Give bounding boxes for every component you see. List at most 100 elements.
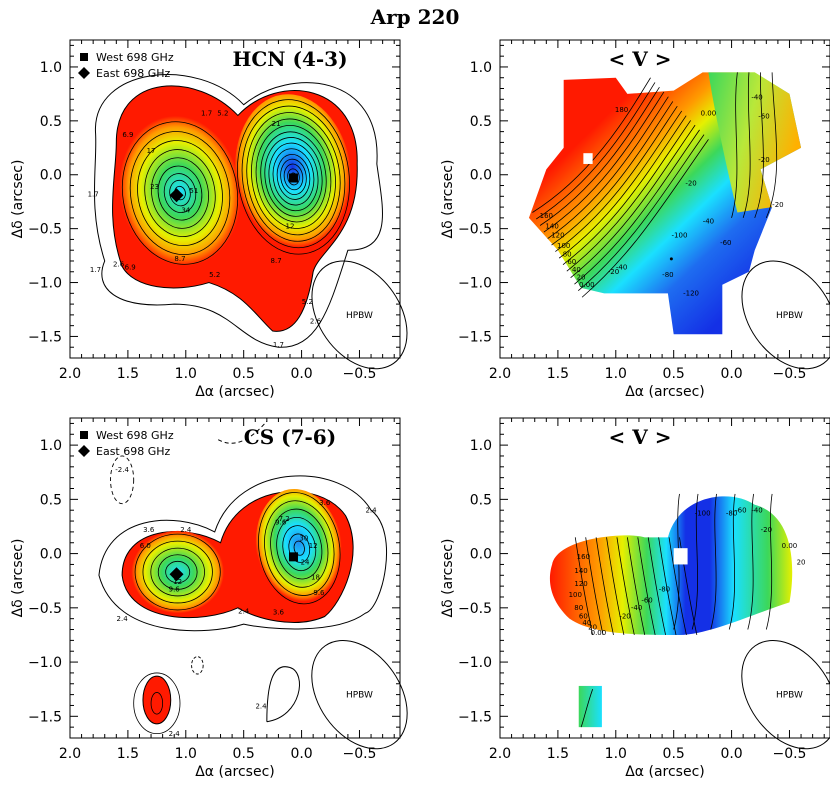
contour-label: 5.2: [209, 271, 220, 279]
legend-label: East 698 GHz: [96, 445, 171, 458]
contour-label: -60: [735, 506, 746, 514]
velocity-contour-line: [616, 537, 635, 636]
contour-label: 40: [572, 266, 581, 274]
y-tick-label: 1.0: [470, 60, 492, 76]
y-tick-label: −1.0: [28, 276, 62, 292]
contour-label: 140: [545, 223, 558, 231]
contour-label: 160: [577, 553, 590, 561]
y-tick-label: −1.5: [28, 709, 62, 725]
east-contour-line: [165, 560, 191, 584]
contour-label: 20: [588, 624, 597, 632]
contour-label: 2.4: [238, 607, 250, 615]
y-tick-label: −0.5: [458, 222, 492, 238]
contour-label: 51: [189, 187, 198, 195]
contour-label: 60: [567, 258, 576, 266]
y-tick-label: 1.0: [40, 60, 62, 76]
contour-label: 2.4: [255, 703, 267, 711]
missing-pixels: [673, 548, 688, 565]
panel-2-plot-area: 180160140120100806040200.000.00-20-40-60…: [528, 72, 802, 335]
negative-contour: [110, 455, 135, 505]
panel-2: 180160140120100806040200.000.00-20-40-60…: [440, 39, 830, 400]
contour-label: 0.00: [591, 629, 607, 637]
y-axis-label: Δδ (arcsec): [10, 539, 26, 618]
legend-diamond-marker: [78, 67, 90, 79]
y-tick-label: 0.5: [470, 114, 492, 130]
legend-label: East 698 GHz: [96, 67, 171, 80]
x-tick-label: 2.0: [489, 366, 511, 382]
contour-label: 8.7: [271, 257, 282, 265]
y-tick-label: 0.5: [470, 492, 492, 508]
east-contour-line: [144, 149, 216, 237]
contour-label: 2.6: [113, 260, 125, 268]
x-tick-label: 0.0: [720, 366, 742, 382]
legend-diamond-marker: [78, 445, 90, 457]
west-contour-line: [241, 105, 346, 249]
contour-label: 9.6: [313, 589, 325, 597]
contour-label: 80: [563, 251, 572, 259]
west-contour-line: [293, 540, 305, 556]
contour-label: 12: [286, 223, 295, 231]
velocity-contour-line: [606, 537, 625, 636]
contour-label: 3.6: [143, 526, 155, 534]
y-tick-label: −0.5: [28, 222, 62, 238]
center-dot: [669, 257, 673, 261]
contour-label: 21: [272, 120, 281, 128]
velocity-contour-line: [754, 72, 764, 219]
contour-label: -40: [631, 604, 642, 612]
west-contour-line: [276, 153, 311, 200]
west-nucleus-emission: [255, 488, 343, 608]
contour-label: -100: [695, 510, 711, 518]
velocity-contour-line: [765, 493, 773, 630]
contour-label: 120: [574, 580, 587, 588]
contour-label: 6.9: [122, 131, 133, 139]
contour-label: 180: [615, 106, 628, 114]
west-contour-line: [258, 492, 341, 605]
y-axis-label: Δδ (arcsec): [440, 539, 456, 618]
contour-label: 20: [577, 273, 586, 281]
velocity-contour-line: [536, 82, 656, 220]
contour-label: 100: [557, 242, 570, 250]
velocity-contour-line: [581, 139, 709, 298]
contour-label: -40: [616, 264, 627, 272]
y-tick-label: −1.5: [458, 709, 492, 725]
contour-label: 17: [147, 147, 156, 155]
x-axis-label: Δα (arcsec): [625, 384, 705, 400]
west-contour-line: [276, 516, 323, 580]
east-contour-line: [142, 540, 213, 604]
y-tick-label: −1.0: [458, 276, 492, 292]
contour-label: 9.6: [169, 586, 181, 594]
west-contour-line: [264, 500, 335, 596]
velocity-contour-line: [728, 493, 736, 630]
contour-label: 2.4: [117, 615, 129, 623]
velocity-contour-line: [691, 493, 699, 630]
east-peak-marker: [169, 188, 184, 203]
contour-label: 34: [181, 206, 190, 214]
x-tick-label: 1.0: [605, 366, 627, 382]
x-tick-label: 1.0: [175, 746, 197, 762]
south-clump-outer: [133, 672, 181, 735]
x-tick-label: 0.5: [233, 366, 255, 382]
beam-label: HPBW: [776, 311, 803, 321]
panel-4-plot-area: 160140120100806040200.00-20-40-60-80-100…: [549, 493, 806, 728]
beam-ellipse: [311, 639, 408, 750]
velocity-contour-line: [637, 537, 656, 636]
east-contour-line: [137, 140, 223, 247]
velocity-contour-line: [574, 129, 700, 285]
beam-ellipse: [311, 260, 408, 370]
outer-contour: [266, 666, 300, 723]
plot-frame: [499, 39, 830, 359]
contour-label: 120: [551, 231, 564, 239]
velocity-contour-line: [574, 537, 594, 636]
west-contour-line: [283, 163, 304, 191]
velocity-contour-line: [539, 87, 660, 226]
contour-label: 2.6: [310, 318, 322, 326]
velocity-contour-line: [558, 110, 683, 259]
contour-label: 80: [574, 604, 583, 612]
contour-label: 24: [301, 558, 310, 566]
contour-label: 6.9: [125, 264, 136, 272]
contour-label: 0.00: [701, 109, 717, 117]
y-tick-label: 1.0: [470, 438, 492, 454]
contour-label: 1.7: [273, 341, 284, 349]
x-axis-label: Δα (arcsec): [195, 764, 275, 780]
